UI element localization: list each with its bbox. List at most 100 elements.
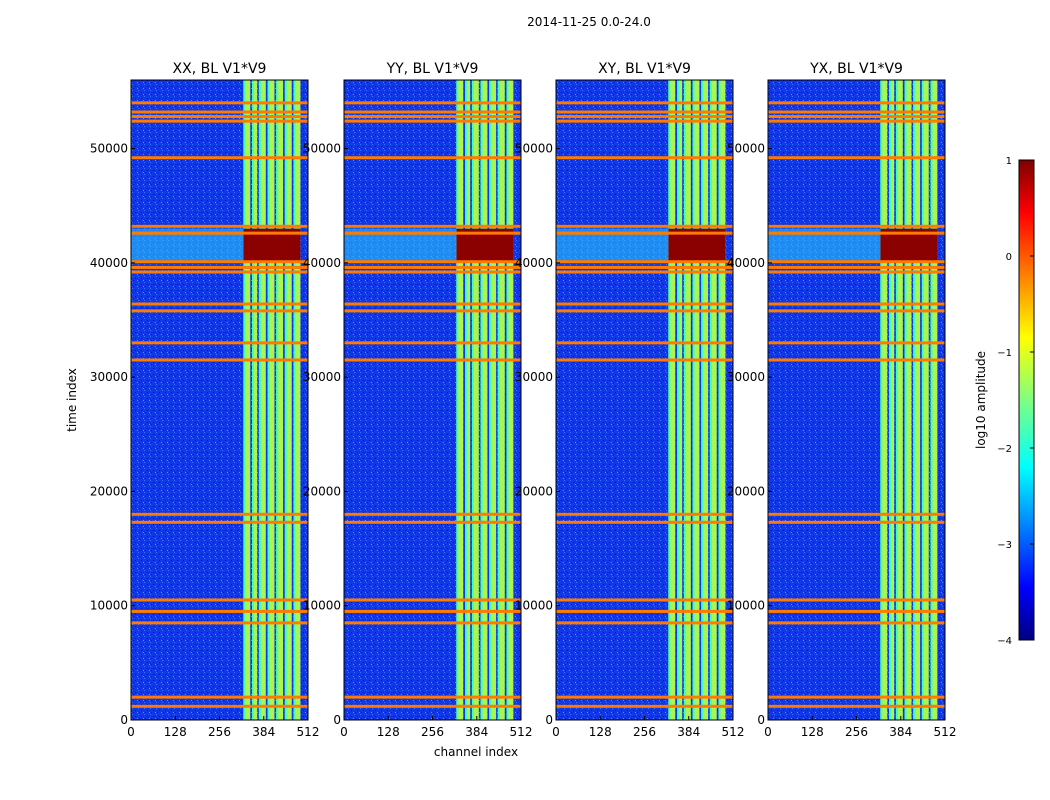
band-edge-1 [676, 80, 679, 720]
band-2 [258, 80, 266, 720]
x-tick-label: 128 [164, 725, 187, 739]
rfi-line-9 [131, 309, 308, 313]
y-tick-label: 40000 [303, 256, 341, 270]
rfi-line-15 [344, 224, 521, 228]
band-edge-5 [709, 80, 712, 720]
colorbar-tick-label: −4 [997, 636, 1012, 647]
rfi-line-0 [131, 704, 308, 708]
band-3 [904, 80, 912, 720]
rfi-line-7 [768, 358, 945, 362]
panel-xy: XY, BL V1*V9 0 128 256 384 512 0 10000 20000 3000… [515, 61, 745, 739]
y-tick-label: 10000 [303, 599, 341, 613]
rfi-line-5 [556, 520, 733, 524]
x-tick-label: 256 [208, 725, 231, 739]
colorbar-tick-label: −3 [997, 540, 1012, 551]
rfi-line-4 [131, 598, 308, 602]
rfi-line-20 [131, 101, 308, 105]
rfi-line-5 [768, 520, 945, 524]
panel-title: XX, BL V1*V9 [173, 61, 267, 77]
figure-title: 2014-11-25 0.0-24.0 [527, 15, 651, 29]
band-edge-0 [456, 80, 459, 720]
y-tick-label: 0 [545, 713, 553, 727]
colorbar-tick-label: −2 [997, 444, 1012, 455]
band-6 [293, 80, 301, 720]
panel-title: YX, BL V1*V9 [809, 61, 903, 77]
rfi-line-17 [344, 119, 521, 123]
band-edge-6 [718, 80, 721, 720]
band-0 [243, 80, 251, 720]
rfi-line-13 [768, 260, 945, 264]
colorbar-gradient [1018, 159, 1035, 641]
band-2 [895, 80, 903, 720]
rfi-line-6 [344, 512, 521, 516]
rfi-line-7 [556, 358, 733, 362]
rfi-line-12 [768, 265, 945, 269]
rfi-line-3 [131, 609, 308, 613]
y-tick-label: 30000 [90, 370, 128, 384]
band-5 [709, 80, 717, 720]
rfi-line-9 [344, 309, 521, 313]
rfi-line-6 [556, 512, 733, 516]
rfi-line-16 [344, 156, 521, 160]
band-edge-3 [480, 80, 483, 720]
rfi-line-10 [768, 302, 945, 306]
y-tick-label: 10000 [515, 599, 553, 613]
rfi-line-9 [768, 309, 945, 313]
band-edge-2 [683, 80, 686, 720]
panels: XX, BL V1*V9 0 128 256 384 512 0 10000 20000 3000… [90, 61, 957, 739]
band-3 [692, 80, 700, 720]
band-edge-3 [692, 80, 695, 720]
rfi-line-11 [556, 270, 733, 274]
rfi-line-8 [556, 341, 733, 345]
rfi-line-20 [768, 101, 945, 105]
band-edge-2 [471, 80, 474, 720]
colorbar-label: log10 amplitude [974, 351, 988, 449]
rfi-line-2 [768, 621, 945, 625]
y-tick-label: 50000 [727, 142, 765, 156]
rfi-line-13 [556, 260, 733, 264]
rfi-line-13 [344, 260, 521, 264]
y-tick-label: 30000 [303, 370, 341, 384]
rfi-line-16 [556, 156, 733, 160]
rfi-line-11 [131, 270, 308, 274]
rfi-line-15 [556, 224, 733, 228]
rfi-line-1 [768, 695, 945, 699]
band-4 [913, 80, 921, 720]
rfi-line-5 [344, 520, 521, 524]
band-edge-2 [895, 80, 898, 720]
band-5 [921, 80, 929, 720]
y-tick-label: 40000 [90, 256, 128, 270]
x-tick-label: 384 [677, 725, 700, 739]
band-edge-0 [880, 80, 883, 720]
band-edge-6 [506, 80, 509, 720]
band-edge-0 [668, 80, 671, 720]
band-6 [718, 80, 726, 720]
rfi-line-0 [768, 704, 945, 708]
y-tick-label: 30000 [727, 370, 765, 384]
y-tick-label: 40000 [515, 256, 553, 270]
rfi-line-3 [768, 609, 945, 613]
y-tick-label: 0 [120, 713, 128, 727]
x-axis-label-group: channel index [434, 745, 518, 759]
band-edge-4 [701, 80, 704, 720]
rfi-line-18 [131, 115, 308, 119]
rfi-line-8 [344, 341, 521, 345]
rfi-line-7 [344, 358, 521, 362]
y-tick-label: 10000 [90, 599, 128, 613]
rfi-line-10 [131, 302, 308, 306]
y-tick-label: 20000 [515, 484, 553, 498]
band-edge-1 [888, 80, 891, 720]
band-edge-6 [930, 80, 933, 720]
x-tick-label: 384 [465, 725, 488, 739]
band-5 [497, 80, 505, 720]
x-tick-label: 512 [722, 725, 745, 739]
rfi-line-11 [768, 270, 945, 274]
band-6 [930, 80, 938, 720]
colorbar-tick-label: 1 [1006, 156, 1012, 167]
rfi-line-17 [131, 119, 308, 123]
x-tick-label: 384 [889, 725, 912, 739]
x-tick-label: 256 [633, 725, 656, 739]
colorbar-tick-label: −1 [997, 348, 1012, 359]
rfi-line-19 [131, 110, 308, 114]
x-tick-label: 0 [552, 725, 560, 739]
